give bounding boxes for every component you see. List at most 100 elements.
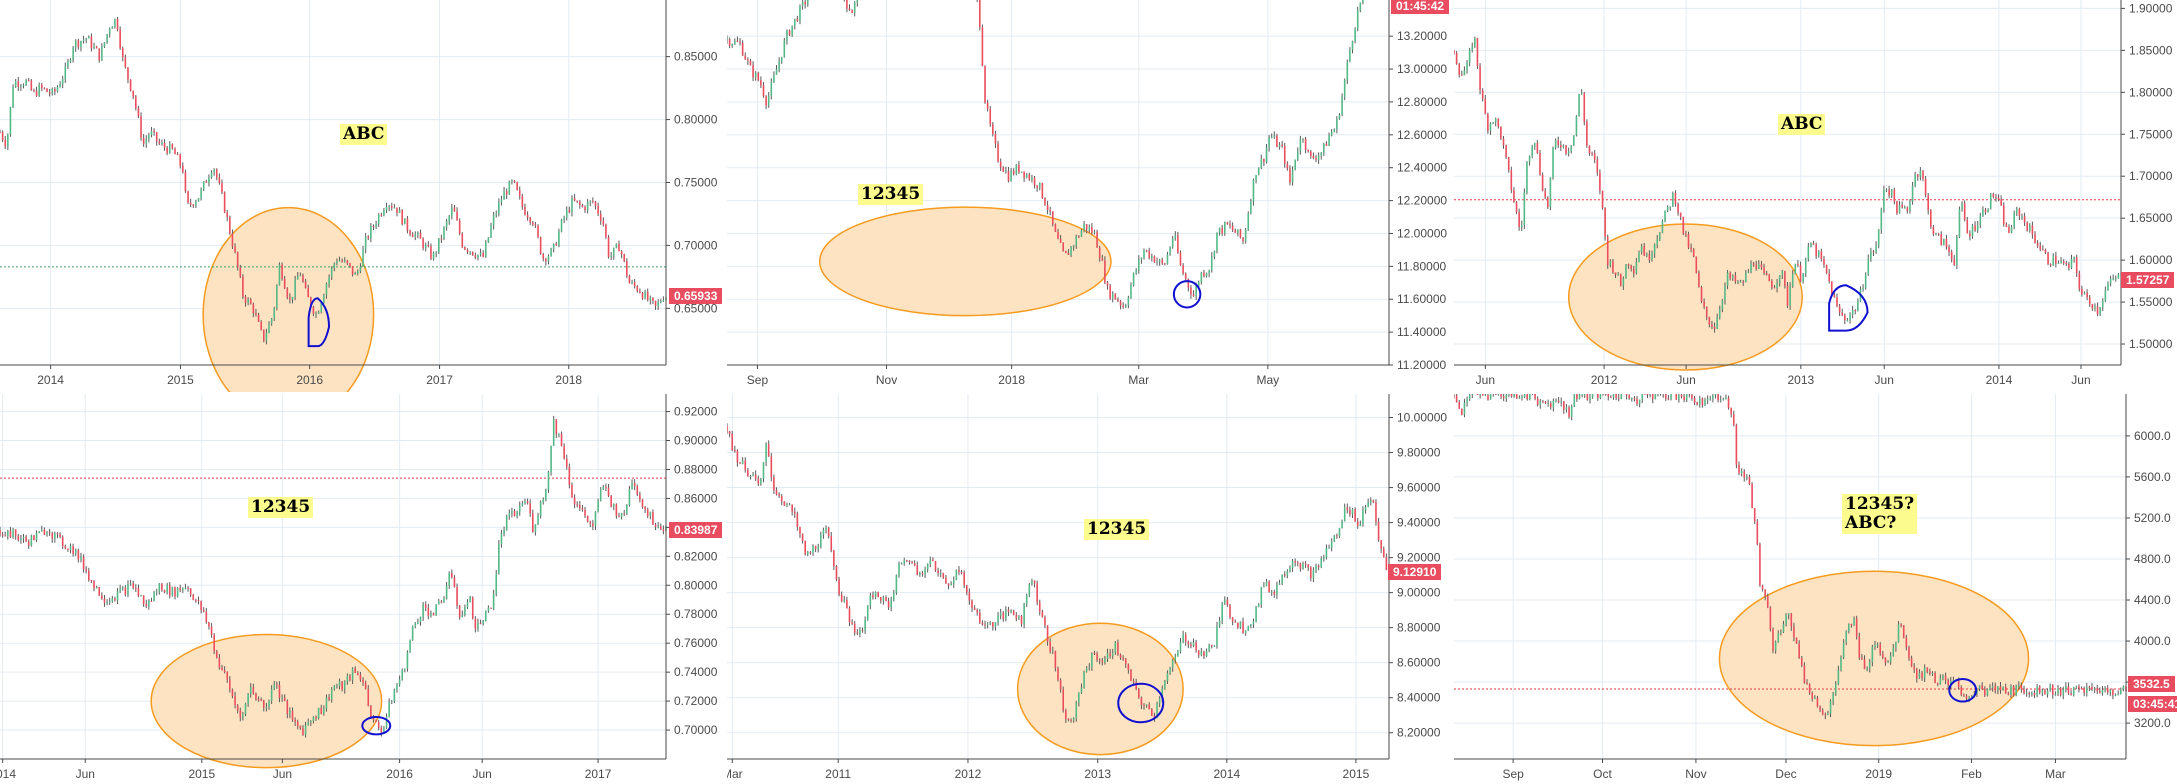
price-tick-label: 12.00000 (1397, 226, 1447, 240)
price-tick-label: 0.92000 (674, 405, 718, 419)
hand-drawn-circle-mark (361, 716, 392, 736)
hand-drawn-circle-mark (1828, 284, 1869, 332)
time-tick-label: 2012 (1591, 373, 1618, 387)
chart-panel-bottom-middle[interactable]: 10.00000 9.80000 9.60000 9.40000 9.20000 9.00… (727, 394, 1452, 784)
chart-canvas[interactable]: 13.20000 13.00000 12.80000 12.60000 12.40000… (727, 0, 1452, 392)
highlight-ellipse[interactable] (818, 206, 1112, 317)
price-tick-label: 11.40000 (1397, 325, 1446, 339)
chart-panel-bottom-left[interactable]: 0.920000.900000.880000.860000.840000.820… (0, 394, 725, 784)
chart-canvas[interactable]: 0.85000 0.80000 0.75000 0.70000 0.65000 2014 2… (0, 0, 725, 392)
time-tick-label: 2014 (37, 373, 64, 387)
time-tick-label: Mar (727, 767, 743, 781)
price-tick-label: 1.70000 (2129, 169, 2173, 183)
price-tick-label: 9.40000 (1397, 516, 1441, 530)
price-tick-label: 0.70000 (674, 238, 718, 252)
time-tick-label: Jun (1676, 373, 1695, 387)
chart-canvas[interactable]: 6000.05600.05200.04800.04400.04000.03600… (1454, 394, 2177, 784)
price-tick-label: 8.60000 (1397, 656, 1441, 670)
last-price-tag: 1.57257 (2121, 272, 2175, 288)
chart-canvas[interactable]: 0.920000.900000.880000.860000.840000.820… (0, 394, 725, 784)
time-tick-label: Jun (1875, 373, 1894, 387)
price-tick-label: 9.00000 (1397, 586, 1441, 600)
price-tick-label: 1.80000 (2129, 85, 2173, 99)
time-tick-label: Jun (1476, 373, 1495, 387)
price-tick-label: 0.85000 (674, 50, 718, 64)
price-tick-label: 0.82000 (674, 549, 718, 563)
price-tick-label: 0.74000 (674, 665, 718, 679)
time-tick-label: Dec (1775, 767, 1796, 781)
price-tick-label: 12.40000 (1397, 161, 1447, 175)
wave-annotation-label: 12345 (858, 184, 924, 205)
time-tick-label: Feb (1961, 767, 1982, 781)
time-tick-label: 2017 (426, 373, 453, 387)
price-tick-label: 1.90000 (2129, 1, 2173, 15)
price-tick-label: 11.20000 (1397, 358, 1446, 372)
time-tick-label: 2013 (1787, 373, 1814, 387)
highlight-ellipse[interactable] (202, 206, 375, 392)
countdown-timer-tag: 01:45:42 (1391, 0, 1450, 14)
price-tick-label: 1.60000 (2129, 253, 2173, 267)
time-tick-label: 2018 (998, 373, 1025, 387)
time-tick-label: 2014 (0, 767, 16, 781)
chart-panel-bottom-right[interactable]: 6000.05600.05200.04800.04400.04000.03600… (1454, 394, 2177, 784)
chart-canvas[interactable]: 1.90000 1.85000 1.80000 1.75000 1.70000 1.650… (1454, 0, 2177, 392)
hand-drawn-circle-mark (1948, 677, 1978, 703)
chart-panel-top-middle[interactable]: 13.20000 13.00000 12.80000 12.60000 12.40000… (727, 0, 1452, 392)
countdown-timer-tag: 03:45:41 (2128, 696, 2177, 712)
highlight-ellipse[interactable] (1016, 622, 1184, 756)
price-tick-label: 0.75000 (674, 176, 718, 190)
highlight-ellipse[interactable] (1567, 223, 1803, 371)
price-tick-label: 1.75000 (2129, 127, 2173, 141)
price-tick-label: 0.70000 (674, 723, 718, 737)
hand-drawn-circle-mark (307, 297, 331, 348)
time-tick-label: Jun (273, 767, 292, 781)
highlight-ellipse[interactable] (150, 633, 383, 769)
price-tick-label: 4000.0 (2134, 634, 2171, 648)
time-tick-label: 2019 (1865, 767, 1892, 781)
time-tick-label: 2013 (1084, 767, 1111, 781)
highlight-ellipse[interactable] (1718, 570, 2030, 747)
time-tick-label: May (1257, 373, 1280, 387)
wave-annotation-label: 12345 (248, 497, 314, 518)
wave-annotation-label: ABC (340, 124, 388, 145)
price-tick-label: 0.65000 (674, 301, 718, 315)
hand-drawn-circle-mark (1172, 280, 1202, 309)
chart-panel-top-left[interactable]: 0.85000 0.80000 0.75000 0.70000 0.65000 2014 2… (0, 0, 725, 392)
time-tick-label: 2014 (1213, 767, 1240, 781)
chart-canvas[interactable]: 10.00000 9.80000 9.60000 9.40000 9.20000 9.00… (727, 394, 1452, 784)
time-tick-label: 2015 (167, 373, 194, 387)
time-tick-label: 2016 (386, 767, 413, 781)
price-tick-label: 12.80000 (1397, 95, 1447, 109)
price-tick-label: 0.76000 (674, 636, 718, 650)
price-tick-label: 5600.0 (2134, 470, 2171, 484)
price-tick-label: 1.65000 (2129, 211, 2173, 225)
price-tick-label: 0.78000 (674, 607, 718, 621)
time-tick-label: 2017 (585, 767, 612, 781)
price-tick-label: 1.50000 (2129, 337, 2173, 351)
time-tick-label: Jun (2071, 373, 2090, 387)
price-tick-label: 11.80000 (1397, 259, 1446, 273)
price-tick-label: 9.60000 (1397, 481, 1441, 495)
time-tick-label: Jun (76, 767, 95, 781)
time-tick-label: Mar (2045, 767, 2066, 781)
time-tick-label: Nov (876, 373, 897, 387)
time-tick-label: Sep (747, 373, 769, 387)
price-tick-label: 6000.0 (2134, 429, 2171, 443)
price-tick-label: 8.20000 (1397, 726, 1441, 740)
price-tick-label: 8.40000 (1397, 691, 1441, 705)
time-tick-label: 2012 (955, 767, 982, 781)
time-tick-label: 2018 (555, 373, 582, 387)
price-tick-label: 12.20000 (1397, 194, 1447, 208)
last-price-tag: 9.12910 (1388, 564, 1442, 580)
price-tick-label: 5200.0 (2134, 511, 2171, 525)
time-tick-label: Jun (473, 767, 492, 781)
chart-panel-top-right[interactable]: 1.90000 1.85000 1.80000 1.75000 1.70000 1.650… (1454, 0, 2177, 392)
price-tick-label: 10.00000 (1397, 411, 1447, 425)
price-tick-label: 13.20000 (1397, 29, 1447, 43)
price-tick-label: 9.80000 (1397, 446, 1441, 460)
last-price-tag: 0.83987 (669, 522, 723, 538)
price-tick-label: 0.88000 (674, 462, 718, 476)
price-tick-label: 11.60000 (1397, 292, 1446, 306)
last-price-tag: 0.65933 (669, 288, 723, 304)
price-tick-label: 3200.0 (2134, 716, 2171, 730)
